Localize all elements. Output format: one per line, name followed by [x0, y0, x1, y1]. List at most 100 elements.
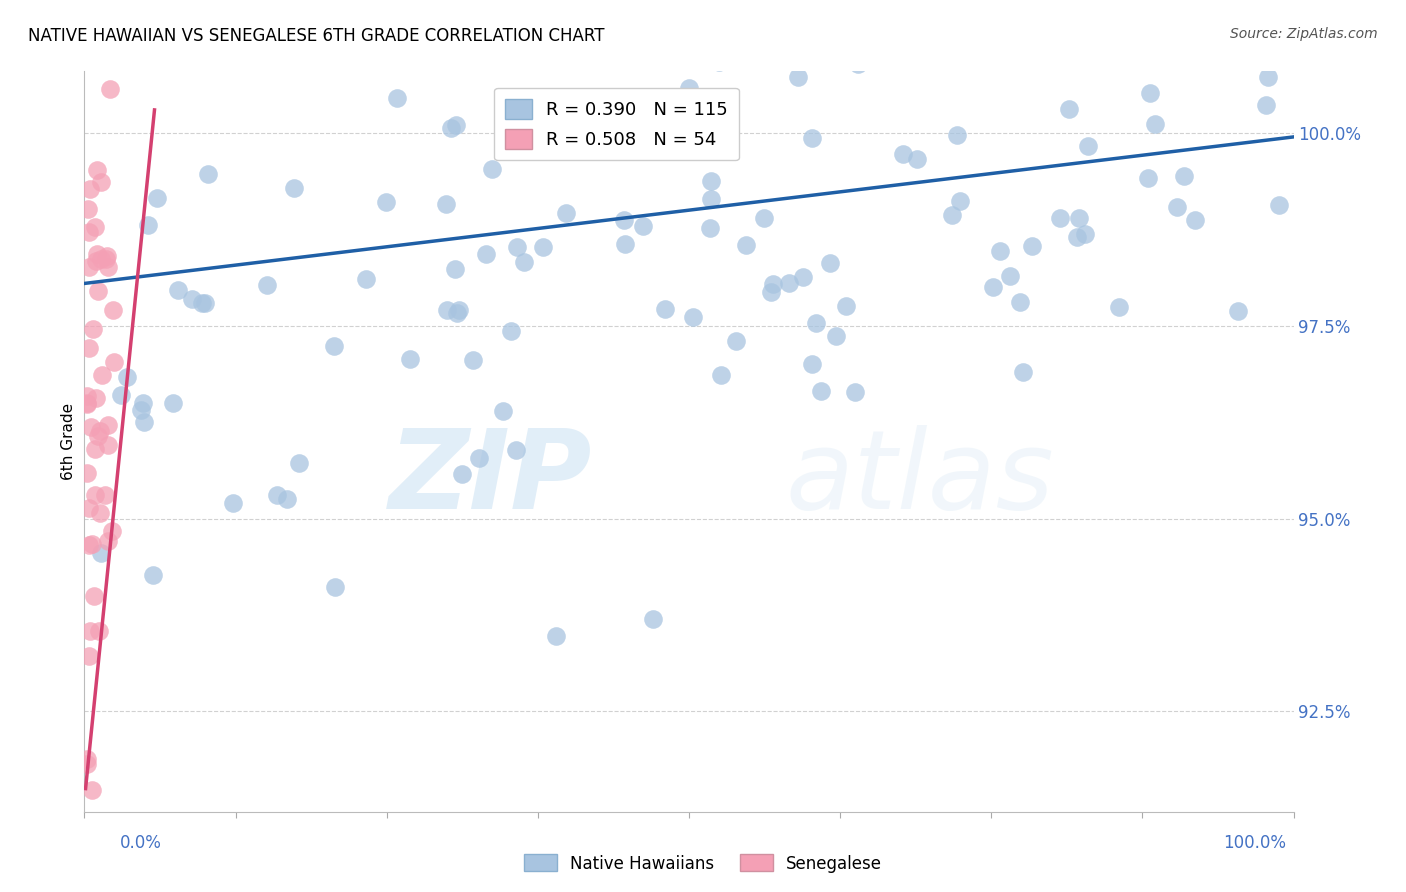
Point	[891, 146, 914, 161]
Point	[825, 328, 848, 343]
Point	[800, 357, 823, 371]
Point	[451, 467, 474, 482]
Point	[1267, 197, 1289, 211]
Point	[167, 284, 190, 298]
Point	[741, 34, 763, 48]
Point	[1066, 230, 1088, 244]
Point	[103, 355, 125, 369]
Point	[87, 284, 110, 298]
Point	[981, 280, 1004, 294]
Point	[506, 240, 529, 254]
Point	[180, 293, 202, 307]
Point	[941, 208, 963, 222]
Point	[96, 249, 118, 263]
Point	[90, 252, 112, 266]
Text: ZIP: ZIP	[388, 425, 592, 532]
Point	[76, 395, 98, 409]
Point	[752, 211, 775, 225]
Point	[98, 81, 121, 95]
Point	[375, 194, 398, 209]
Point	[162, 395, 184, 409]
Point	[94, 488, 117, 502]
Point	[1257, 70, 1279, 84]
Point	[699, 99, 721, 113]
Point	[134, 415, 156, 429]
Point	[1011, 365, 1033, 379]
Point	[505, 443, 527, 458]
Point	[89, 506, 111, 520]
Point	[83, 589, 105, 603]
Point	[613, 213, 636, 227]
Point	[988, 244, 1011, 259]
Point	[440, 120, 463, 135]
Point	[79, 341, 101, 355]
Point	[700, 174, 723, 188]
Text: NATIVE HAWAIIAN VS SENEGALESE 6TH GRADE CORRELATION CHART: NATIVE HAWAIIAN VS SENEGALESE 6TH GRADE …	[28, 27, 605, 45]
Point	[132, 396, 155, 410]
Point	[136, 218, 159, 232]
Point	[115, 370, 138, 384]
Point	[79, 500, 101, 515]
Point	[641, 612, 664, 626]
Point	[80, 537, 103, 551]
Point	[91, 368, 114, 382]
Point	[945, 128, 967, 143]
Point	[79, 624, 101, 638]
Point	[387, 91, 409, 105]
Legend: R = 0.390   N = 115, R = 0.508   N = 54: R = 0.390 N = 115, R = 0.508 N = 54	[494, 87, 740, 161]
Text: atlas: atlas	[786, 425, 1054, 532]
Legend: Native Hawaiians, Senegalese: Native Hawaiians, Senegalese	[517, 847, 889, 880]
Point	[699, 220, 721, 235]
Point	[678, 81, 700, 95]
Point	[1049, 211, 1071, 226]
Point	[84, 488, 107, 502]
Point	[801, 131, 824, 145]
Point	[83, 219, 105, 234]
Point	[110, 387, 132, 401]
Point	[710, 368, 733, 383]
Point	[995, 0, 1018, 3]
Point	[82, 783, 104, 797]
Point	[725, 334, 748, 348]
Point	[707, 55, 730, 70]
Point	[256, 277, 278, 292]
Point	[129, 403, 152, 417]
Point	[444, 262, 467, 277]
Point	[1173, 169, 1195, 183]
Point	[97, 418, 120, 433]
Point	[1111, 50, 1133, 64]
Point	[276, 491, 298, 506]
Point	[1077, 139, 1099, 153]
Point	[1143, 117, 1166, 131]
Point	[76, 822, 98, 837]
Point	[77, 225, 100, 239]
Text: Source: ZipAtlas.com: Source: ZipAtlas.com	[1230, 27, 1378, 41]
Point	[76, 466, 98, 480]
Point	[792, 270, 814, 285]
Point	[93, 21, 115, 36]
Point	[893, 39, 915, 54]
Point	[735, 237, 758, 252]
Point	[1139, 86, 1161, 100]
Point	[91, 820, 114, 834]
Point	[77, 538, 100, 552]
Point	[1184, 213, 1206, 227]
Point	[844, 385, 866, 400]
Point	[585, 48, 607, 62]
Point	[77, 260, 100, 274]
Point	[818, 256, 841, 270]
Point	[86, 247, 108, 261]
Point	[1166, 200, 1188, 214]
Point	[191, 296, 214, 310]
Point	[90, 175, 112, 189]
Point	[76, 389, 98, 403]
Point	[499, 324, 522, 338]
Point	[101, 303, 124, 318]
Point	[97, 533, 120, 548]
Point	[599, 123, 621, 137]
Point	[82, 322, 104, 336]
Point	[146, 191, 169, 205]
Point	[97, 260, 120, 274]
Point	[84, 254, 107, 268]
Point	[76, 756, 98, 771]
